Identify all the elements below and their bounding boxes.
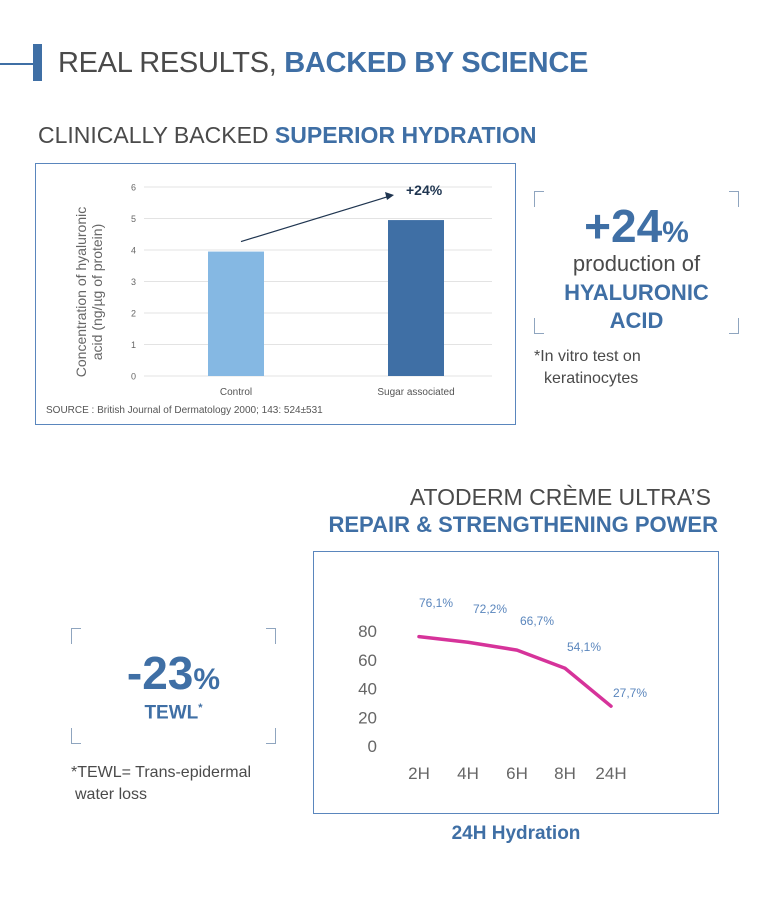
- y-tick-label: 1: [131, 340, 136, 350]
- y-tick-label: 80: [358, 622, 377, 641]
- stat-unit: %: [662, 216, 689, 249]
- chart-source: SOURCE : British Journal of Dermatology …: [46, 405, 323, 416]
- in-vitro-note: *In vitro test on keratinocytes: [534, 346, 641, 390]
- data-label: 27,7%: [613, 686, 647, 700]
- bracket-corner: [534, 318, 544, 334]
- y-axis-label-line: acid (ng/µg of protein): [89, 224, 105, 360]
- note-line: keratinocytes: [544, 370, 639, 387]
- stat-unit: %: [193, 663, 221, 696]
- note-line: *In vitro test on: [534, 348, 641, 365]
- stat-label: TEWL*: [71, 702, 276, 724]
- data-label: 54,1%: [567, 640, 601, 654]
- bar-chart-svg: 0 1 2 3 4 5 6 Control Sugar associated Concentrat…: [73, 182, 492, 398]
- x-tick-label: 8H: [554, 764, 576, 783]
- data-label: 72,2%: [473, 602, 507, 616]
- stat-line1: production of: [572, 251, 701, 276]
- hyaluronic-stat-box: +24% production of HYALURONIC ACID: [534, 191, 739, 334]
- section2-heading-line2: REPAIR & STRENGTHENING POWER: [328, 512, 718, 537]
- stat-line2: HYALURONIC: [564, 280, 709, 305]
- y-tick-label: 20: [358, 708, 377, 727]
- y-tick-label: 60: [358, 651, 377, 670]
- stat-value: +24%: [534, 199, 739, 253]
- page-title-regular: REAL RESULTS,: [58, 47, 285, 79]
- y-tick-label: 0: [368, 737, 377, 756]
- bracket-corner: [266, 728, 276, 744]
- stat-number: -23: [126, 647, 194, 699]
- x-tick-label: 24H: [595, 764, 626, 783]
- y-axis-label-line: Concentration of hyaluronic: [73, 207, 89, 377]
- page-title: REAL RESULTS, BACKED BY SCIENCE: [58, 47, 588, 80]
- stat-line3: ACID: [609, 308, 664, 333]
- y-tick-label: 6: [131, 183, 136, 193]
- stat-value: -23%: [71, 646, 276, 700]
- bar: [388, 220, 444, 376]
- line-chart-caption: 24H Hydration: [451, 823, 581, 844]
- stat-line2-3: HYALURONIC ACID: [534, 279, 739, 335]
- stat-number: +24: [584, 200, 663, 252]
- hydration-series-line: [417, 634, 613, 708]
- x-tick-label: Sugar associated: [377, 387, 454, 398]
- y-axis-label: Concentration of hyaluronic acid (ng/µg o…: [73, 207, 105, 377]
- data-label: 66,7%: [520, 614, 554, 628]
- x-tick-label: Control: [220, 387, 252, 398]
- section2-heading-line1: ATODERM CRÈME ULTRA’S: [409, 484, 711, 510]
- note-line: *TEWL= Trans-epidermal: [71, 764, 252, 781]
- y-tick-label: 40: [358, 680, 377, 699]
- tewl-stat-box: -23% TEWL*: [71, 628, 276, 744]
- x-tick-label: 4H: [457, 764, 479, 783]
- bracket-corner: [266, 628, 276, 644]
- data-label: 76,1%: [419, 596, 453, 610]
- line-chart-svg: 0 20 40 60 80 2H 4H 6H 8H 24H 76,1% 72,2% 66,7% 54,1%…: [358, 596, 647, 783]
- header-accent-bar: [33, 44, 42, 81]
- section1-heading: CLINICALLY BACKED SUPERIOR HYDRATION: [38, 122, 536, 149]
- growth-arrow-head: [385, 192, 394, 200]
- y-tick-label: 5: [131, 214, 136, 224]
- note-line: water loss: [75, 786, 148, 803]
- bracket-corner: [71, 728, 81, 744]
- hydration-line-chart: 0 20 40 60 80 2H 4H 6H 8H 24H 76,1% 72,2% 66,7% 54,1%…: [313, 551, 719, 814]
- bar: [208, 251, 264, 376]
- stat-label-text: TEWL: [144, 702, 199, 724]
- hyaluronic-bar-chart: 0 1 2 3 4 5 6 Control Sugar associated Concentrat…: [35, 163, 516, 425]
- y-tick-label: 3: [131, 277, 136, 287]
- growth-annotation: +24%: [406, 182, 443, 198]
- page-title-bold: BACKED BY SCIENCE: [284, 47, 589, 79]
- y-tick-label: 4: [131, 246, 136, 256]
- section1-heading-bold: SUPERIOR HYDRATION: [274, 122, 537, 148]
- x-tick-label: 6H: [506, 764, 528, 783]
- header-rule: [0, 63, 34, 65]
- section1-heading-regular: CLINICALLY BACKED: [38, 122, 275, 148]
- bracket-corner: [534, 191, 544, 207]
- bracket-corner: [71, 628, 81, 644]
- y-tick-label: 0: [131, 372, 136, 382]
- stat-label-mark: *: [198, 702, 203, 714]
- x-tick-label: 2H: [408, 764, 430, 783]
- bracket-corner: [729, 318, 739, 334]
- y-tick-label: 2: [131, 309, 136, 319]
- growth-arrow-line: [240, 195, 391, 243]
- tewl-note: *TEWL= Trans-epidermal water loss: [71, 762, 251, 806]
- bracket-corner: [729, 191, 739, 207]
